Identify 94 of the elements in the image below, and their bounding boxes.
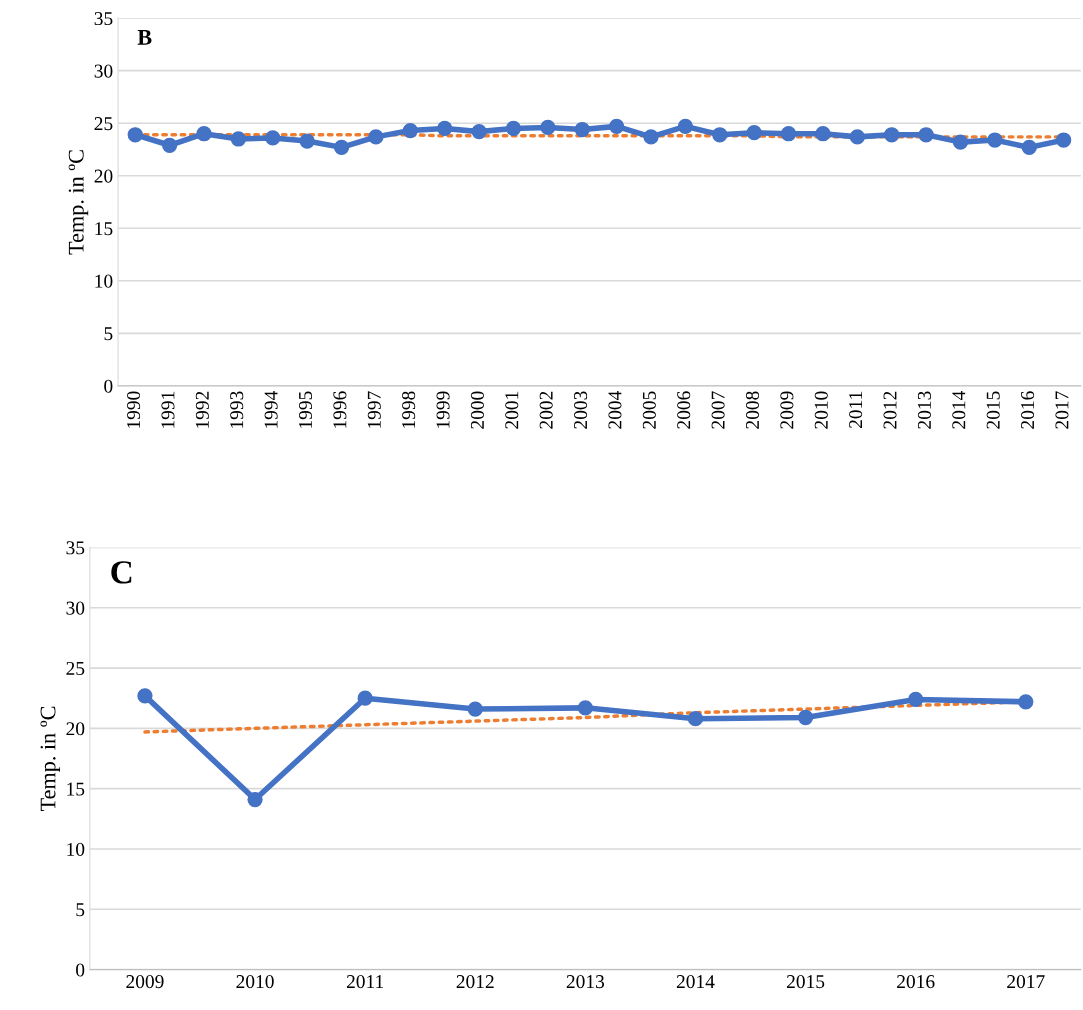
x-tick-label: 2015 — [986, 391, 1000, 429]
y-tick-label: 30 — [94, 64, 113, 78]
y-tick-label: 15 — [95, 222, 113, 236]
x-tick-label: 1991 — [161, 391, 175, 428]
point — [368, 129, 384, 145]
x-tick-label: 2012 — [456, 975, 494, 989]
x-tick-label: 1999 — [436, 391, 450, 428]
x-tick-label: 2008 — [745, 391, 760, 429]
point — [687, 711, 704, 727]
point — [952, 134, 969, 150]
point — [908, 691, 924, 708]
point — [333, 139, 350, 156]
x-tick-label: 2010 — [814, 391, 828, 429]
y-tick-label: 25 — [94, 117, 113, 131]
point — [161, 137, 178, 153]
y-axis-title: Temp. in ºC — [68, 150, 89, 255]
y-tick-label: 10 — [67, 842, 85, 856]
x-tick-label: 2015 — [786, 975, 825, 989]
point — [1018, 694, 1034, 710]
y-tick-label: 35 — [94, 12, 113, 26]
point — [577, 700, 594, 716]
point — [780, 126, 797, 142]
x-tick-label: 2017 — [1007, 975, 1045, 989]
x-tick-label: 2013 — [917, 391, 931, 429]
x-tick-label: 2013 — [566, 975, 605, 989]
x-tick-label: 2006 — [677, 391, 691, 429]
point — [608, 118, 625, 135]
x-tick-label: 1992 — [195, 391, 209, 428]
y-tick-label: 25 — [66, 661, 85, 675]
y-axis-title: Temp. in ºC — [40, 706, 61, 812]
point — [137, 688, 153, 704]
point — [265, 130, 281, 146]
y-tick-label: 15 — [67, 782, 85, 796]
x-tick-label: 2017 — [1055, 391, 1069, 429]
y-tick-label: 5 — [104, 327, 113, 341]
x-tick-label: 1998 — [402, 391, 416, 428]
y-tick-label: 20 — [66, 722, 85, 736]
point — [643, 129, 659, 145]
point — [987, 132, 1003, 148]
y-tick-label: 5 — [76, 903, 85, 917]
point — [196, 126, 212, 142]
point — [1021, 139, 1037, 156]
y-tick-label: 0 — [76, 963, 85, 977]
point — [247, 791, 263, 808]
point — [402, 122, 418, 139]
x-tick-label: 2000 — [470, 391, 484, 429]
point — [467, 701, 483, 717]
point — [299, 133, 315, 149]
x-tick-label: 2009 — [126, 975, 164, 989]
point — [712, 127, 728, 143]
x-tick-label: 2003 — [573, 391, 588, 429]
x-tick-label: 2009 — [780, 391, 794, 429]
x-tick-label: 2004 — [608, 390, 622, 429]
x-tick-label: 2011 — [346, 975, 384, 989]
x-tick-label: 2001 — [505, 391, 519, 429]
x-tick-label: 1993 — [230, 391, 244, 428]
point — [746, 125, 762, 141]
y-tick-label: 20 — [94, 169, 113, 183]
x-tick-label: 2011 — [849, 391, 863, 428]
y-tick-label: 30 — [66, 601, 85, 615]
point — [540, 119, 556, 136]
x-tick-label: 2016 — [1021, 391, 1035, 429]
x-tick-label: 2002 — [539, 391, 553, 429]
x-tick-label: 1995 — [298, 391, 313, 428]
point — [357, 690, 373, 706]
x-tick-label: 2014 — [676, 975, 715, 989]
chart-title: C — [111, 561, 132, 584]
x-tick-label: 2016 — [897, 975, 935, 989]
point — [797, 709, 814, 726]
x-tick-label: 1996 — [333, 391, 347, 428]
x-tick-label: 1997 — [367, 391, 381, 428]
point — [677, 118, 694, 135]
point — [815, 126, 831, 142]
point — [918, 127, 934, 143]
point — [884, 127, 900, 143]
y-tick-label: 10 — [95, 274, 113, 288]
x-tick-label: 1990 — [126, 391, 141, 428]
x-tick-label: 2007 — [711, 391, 725, 429]
point — [505, 120, 522, 137]
x-tick-label: 2014 — [952, 390, 966, 429]
x-tick-label: 1994 — [264, 390, 278, 428]
point — [574, 121, 590, 138]
point — [230, 131, 247, 147]
y-tick-label: 0 — [104, 379, 113, 393]
point — [849, 129, 865, 145]
x-tick-label: 2005 — [642, 391, 656, 429]
point — [437, 120, 453, 137]
chart-title: B — [137, 30, 152, 45]
y-tick-label: 35 — [66, 541, 85, 555]
point — [1056, 132, 1072, 148]
point — [471, 123, 487, 140]
x-tick-label: 2012 — [883, 391, 897, 429]
x-tick-label: 2010 — [236, 975, 274, 989]
point — [127, 127, 143, 143]
